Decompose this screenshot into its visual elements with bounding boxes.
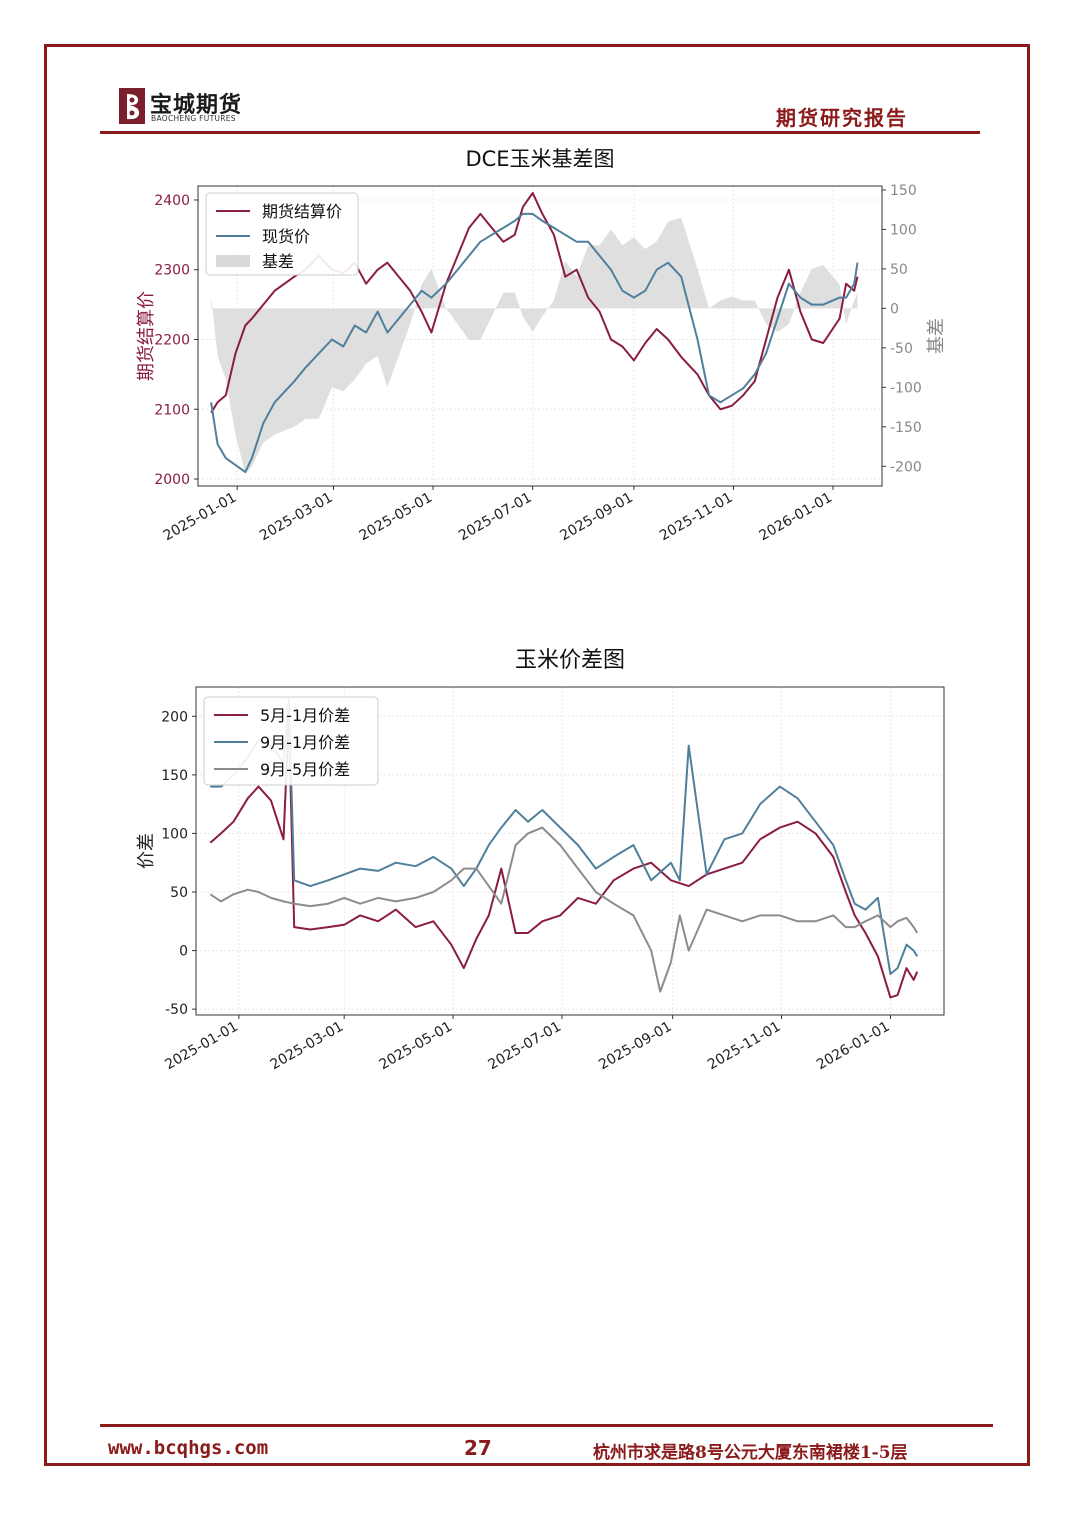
logo-english-name: BAOCHENG FUTURES <box>151 114 236 123</box>
basis-area <box>211 217 858 475</box>
legend-label: 9月-1月价差 <box>260 733 350 752</box>
x-tick-label: 2025-09-01 <box>596 1019 674 1074</box>
header-divider <box>100 131 980 134</box>
plot-frame <box>195 686 945 1016</box>
company-logo: 宝城期货 BAOCHENG FUTURES <box>118 86 258 126</box>
legend-label: 现货价 <box>262 227 310 246</box>
page-border <box>44 44 1030 1466</box>
x-tick-label: 2025-05-01 <box>377 1019 455 1074</box>
series-line-2 <box>210 697 919 975</box>
chart-title: 玉米价差图 <box>515 648 625 673</box>
y2-tick-label: -50 <box>890 341 913 357</box>
y-tick-label: 150 <box>161 768 188 784</box>
y-tick-label: -50 <box>165 1002 188 1018</box>
y-tick-label: 2200 <box>154 332 190 348</box>
legend-swatch <box>216 255 250 267</box>
spread-chart: -50 0 50 100 150 200 2025-01-01 2025-03-01 2025-… <box>136 648 945 1074</box>
x-tick-label: 2026-01-01 <box>814 1019 892 1074</box>
legend-box <box>205 192 359 276</box>
series-line-2 <box>210 212 859 473</box>
basis-chart: 2000 2100 2200 2300 2400 -200 -150 -100 -50 0 50 10… <box>136 147 947 544</box>
y2-tick-label: -100 <box>890 380 922 396</box>
legend-label: 期货结算价 <box>262 202 342 221</box>
y-tick-label: 2400 <box>154 193 190 209</box>
footer-website-link[interactable]: www.bcqhgs.com <box>108 1437 269 1459</box>
y-tick-label: 200 <box>161 709 188 725</box>
y2-tick-label: 0 <box>890 301 899 317</box>
series-line-3 <box>209 826 919 993</box>
x-tick-label: 2025-07-01 <box>485 1019 563 1074</box>
y-axis-label: 价差 <box>136 833 157 869</box>
y-tick-label: 2100 <box>154 402 190 418</box>
legend-box <box>203 696 379 786</box>
logo-chinese-name: 宝城期货 <box>150 92 243 118</box>
y-tick-label: 100 <box>161 826 188 842</box>
legend-label: 9月-5月价差 <box>260 760 350 779</box>
y-tick-label: 2300 <box>154 263 190 279</box>
y2-axis-label: 基差 <box>926 318 947 354</box>
x-tick-label: 2025-11-01 <box>705 1019 783 1074</box>
y-axis-label: 期货结算价 <box>136 291 157 381</box>
series-line-1 <box>209 715 919 999</box>
y-tick-label: 50 <box>170 885 188 901</box>
footer-divider <box>100 1424 993 1427</box>
legend-label: 5月-1月价差 <box>260 706 350 725</box>
y2-tick-label: 50 <box>890 262 908 278</box>
logo-mark-icon <box>119 88 145 124</box>
plot-frame <box>197 185 883 487</box>
legend-label: 基差 <box>262 252 294 271</box>
y-tick-label: 0 <box>179 944 188 960</box>
footer-address: 杭州市求是路8号公元大厦东南裙楼1-5层 <box>593 1443 908 1463</box>
y2-tick-label: -200 <box>890 459 922 475</box>
y-tick-label: 2000 <box>154 472 190 488</box>
y2-tick-label: 100 <box>890 222 917 238</box>
y2-tick-label: -150 <box>890 420 922 436</box>
page-number: 27 <box>464 1436 492 1460</box>
chart-title: DCE玉米基差图 <box>465 147 614 171</box>
y2-tick-label: 150 <box>890 183 917 199</box>
report-title: 期货研究报告 <box>776 106 908 130</box>
x-tick-label: 2025-03-01 <box>268 1019 346 1074</box>
x-tick-label: 2025-01-01 <box>162 1019 240 1074</box>
